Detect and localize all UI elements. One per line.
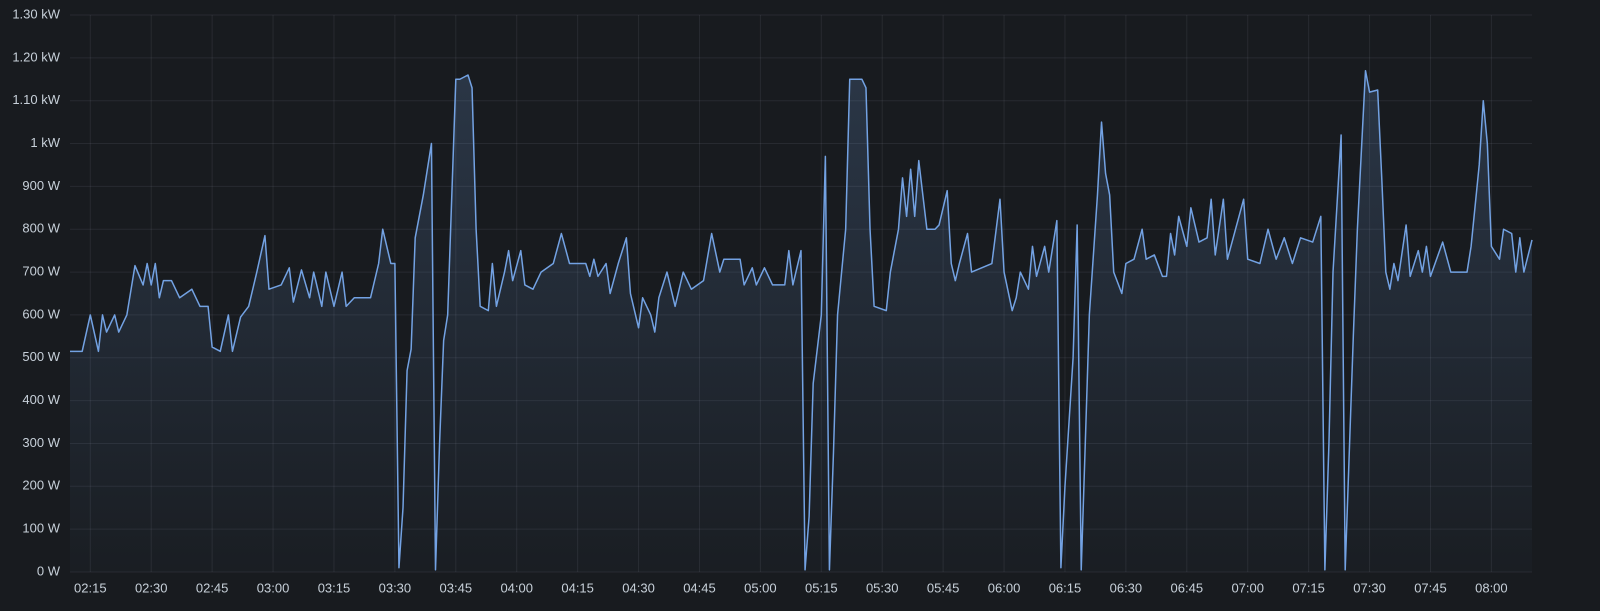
y-tick-label: 800 W: [22, 221, 60, 236]
y-tick-label: 1.30 kW: [12, 6, 60, 21]
x-tick-label: 03:00: [257, 580, 290, 595]
y-tick-label: 1.20 kW: [12, 49, 60, 64]
y-tick-label: 200 W: [22, 478, 60, 493]
plot: [70, 69, 1533, 572]
x-tick-label: 07:45: [1414, 580, 1447, 595]
x-tick-label: 02:30: [135, 580, 168, 595]
x-tick-label: 04:30: [622, 580, 655, 595]
x-tick-label: 02:15: [74, 580, 107, 595]
x-tick-label: 06:00: [988, 580, 1021, 595]
x-tick-label: 06:30: [1110, 580, 1143, 595]
y-tick-label: 300 W: [22, 435, 60, 450]
x-tick-label: 07:30: [1353, 580, 1386, 595]
x-tick-label: 03:15: [318, 580, 351, 595]
x-tick-label: 07:15: [1292, 580, 1325, 595]
x-tick-label: 06:15: [1049, 580, 1082, 595]
line: [70, 69, 1533, 571]
x-tick-label: 05:45: [927, 580, 960, 595]
x-tick-label: 03:30: [379, 580, 412, 595]
y-tick-label: 100 W: [22, 521, 60, 536]
y-tick-label: 1.10 kW: [12, 92, 60, 107]
x-tick-label: 08:00: [1475, 580, 1508, 595]
x-tick-label: 05:15: [805, 580, 838, 595]
x-tick-label: 04:15: [561, 580, 594, 595]
axes: 0 W 100 W 200 W 300 W 400 W 500 W 600 W 700 W 80…: [12, 6, 1507, 595]
area-fill: [70, 70, 1532, 572]
x-tick-label: 04:45: [683, 580, 716, 595]
y-tick-label: 500 W: [22, 349, 60, 364]
y-tick-label: 0 W: [37, 563, 61, 578]
y-tick-label: 1 kW: [30, 135, 60, 150]
x-tick-label: 05:00: [744, 580, 777, 595]
x-tick-label: 04:00: [500, 580, 533, 595]
x-tick-label: 06:45: [1171, 580, 1204, 595]
y-tick-label: 400 W: [22, 392, 60, 407]
y-tick-label: 900 W: [22, 178, 60, 193]
x-tick-label: 05:30: [866, 580, 899, 595]
x-tick-label: 03:45: [440, 580, 473, 595]
y-tick-label: 700 W: [22, 264, 60, 279]
y-tick-label: 600 W: [22, 306, 60, 321]
x-tick-label: 07:00: [1231, 580, 1264, 595]
x-tick-label: 02:45: [196, 580, 229, 595]
